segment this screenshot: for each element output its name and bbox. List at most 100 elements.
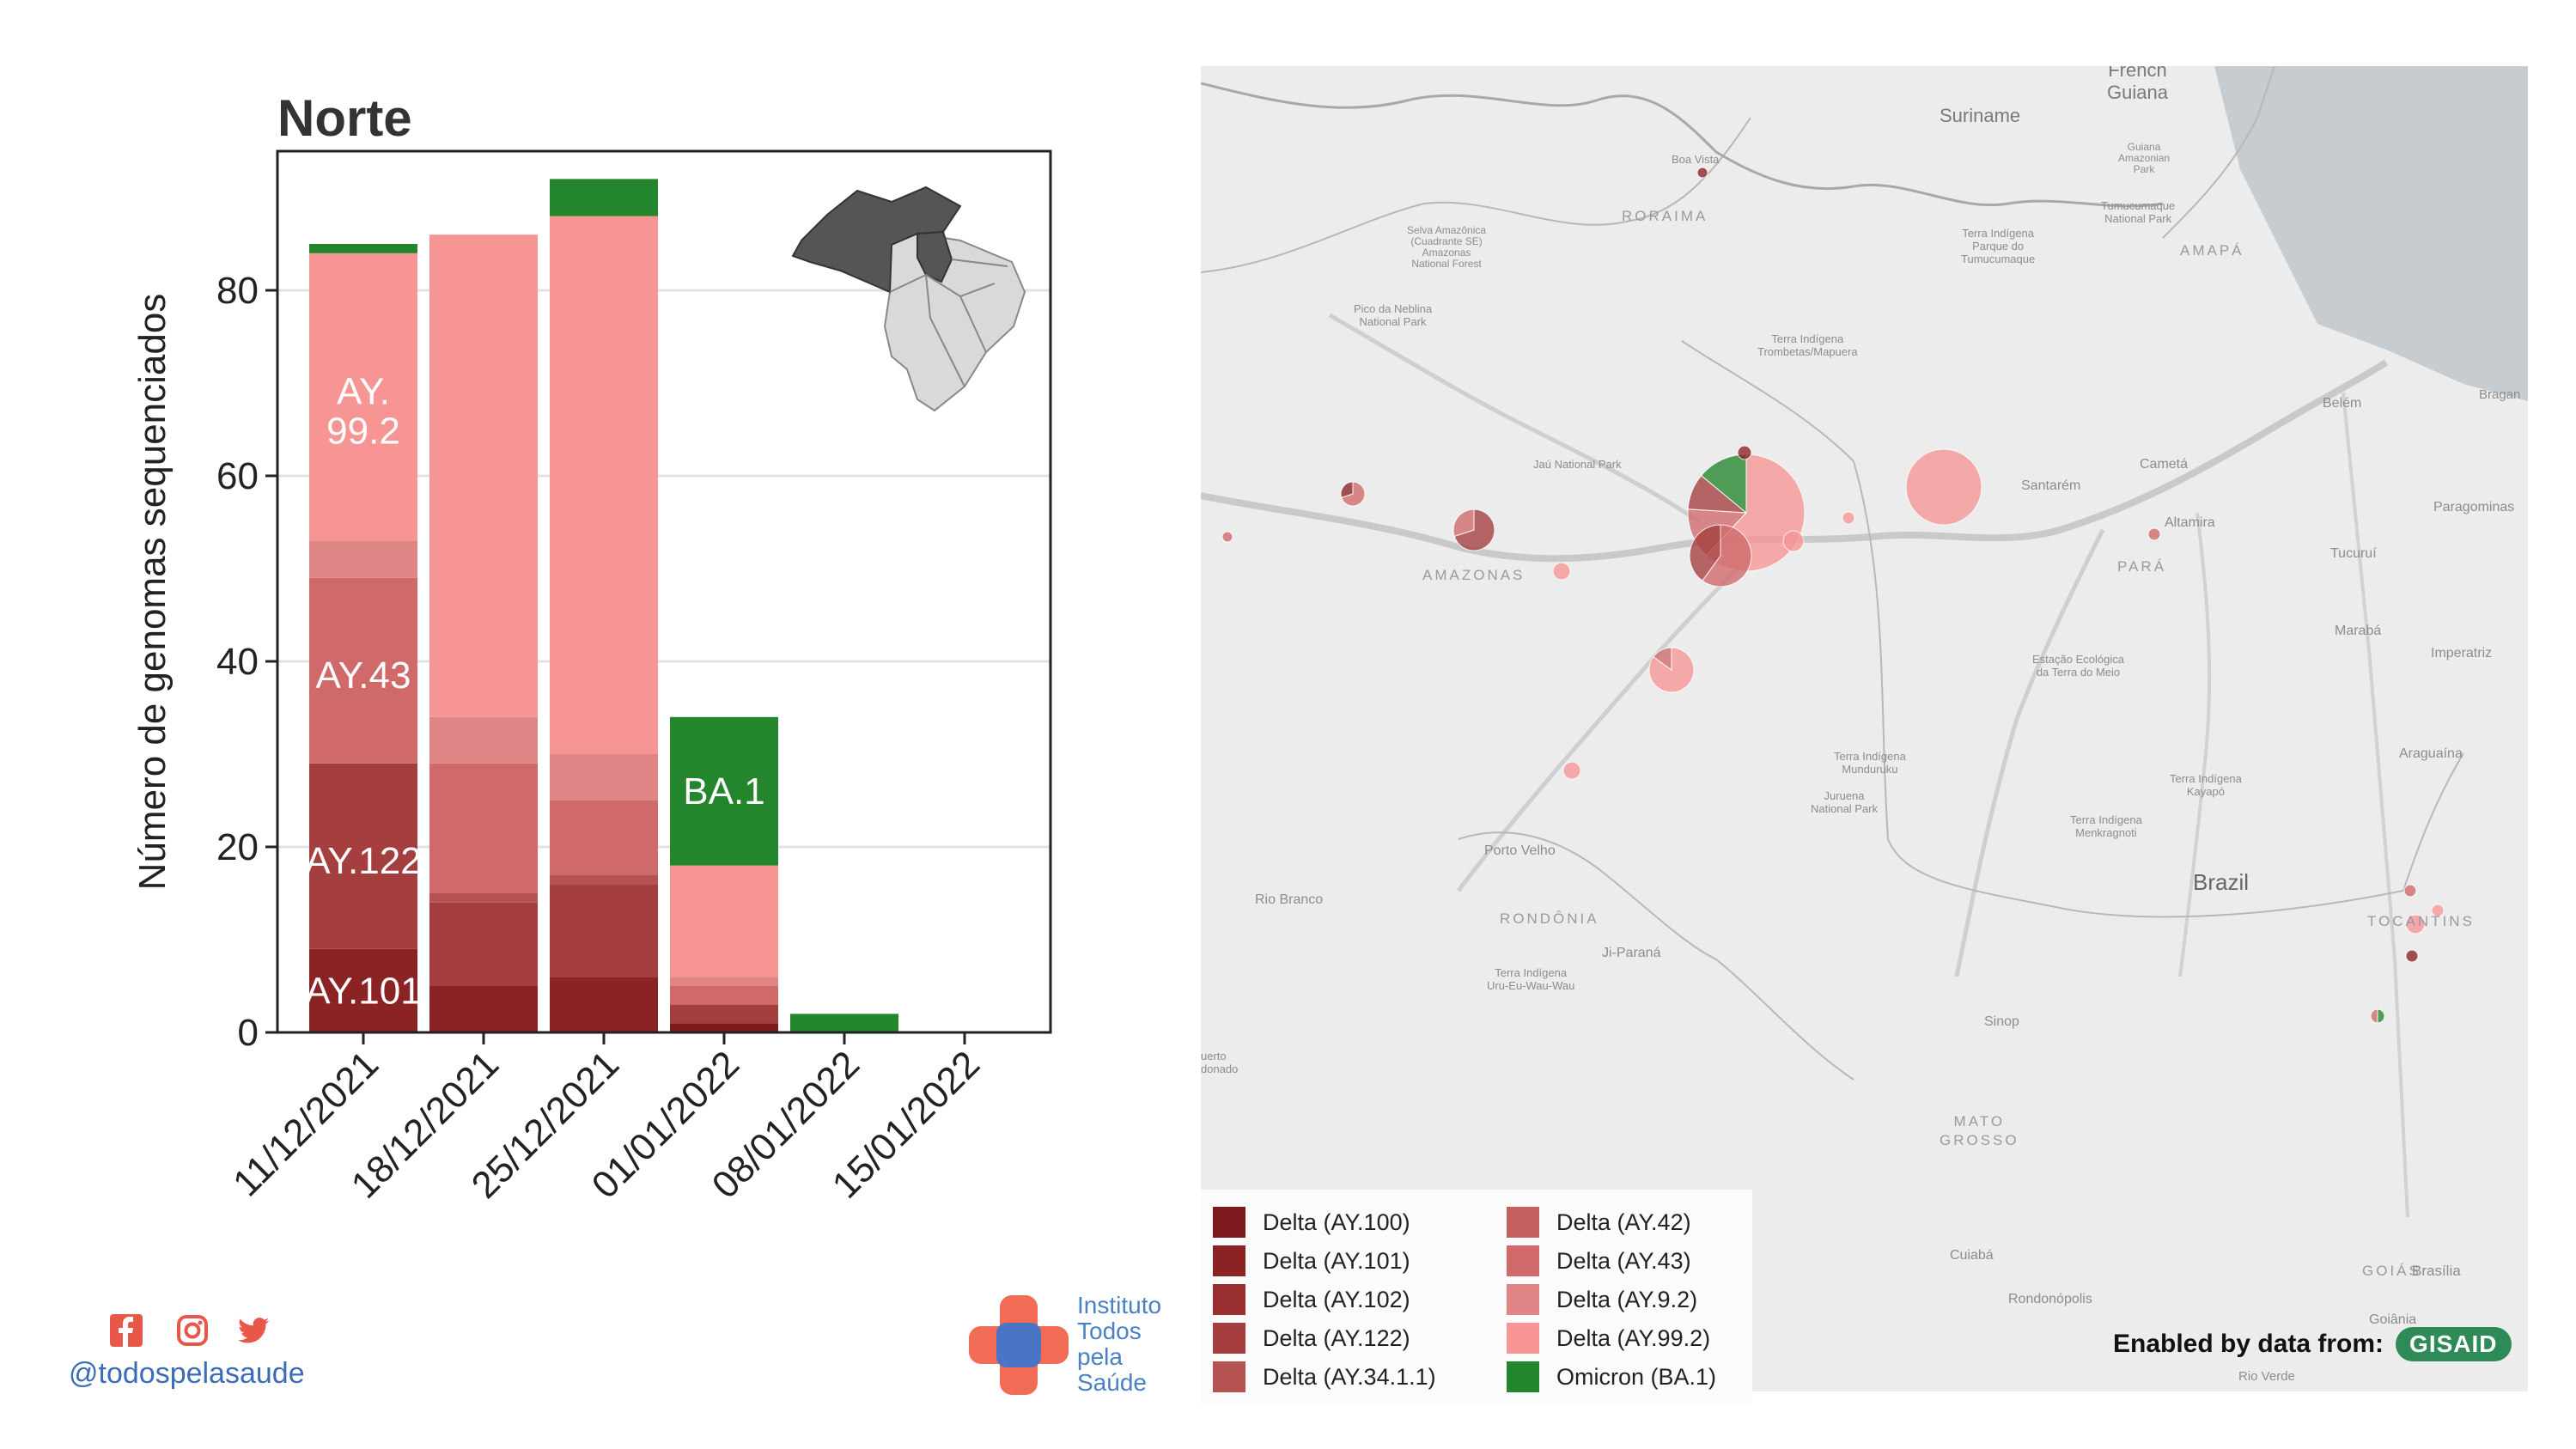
place-label: Brasília (2412, 1263, 2461, 1279)
tocantins-river (2342, 392, 2409, 1218)
bar-segment (670, 1023, 778, 1032)
place-label: Porto Velho (1484, 843, 1556, 858)
plot-frame (276, 149, 1052, 1034)
place-label: Tucuruí (2330, 546, 2377, 561)
place-label: Terra Indígena Uru-Eu-Wau-Wau (1487, 966, 1575, 992)
sample-marker[interactable] (1905, 448, 1982, 526)
place-label: Ji-Paraná (1602, 946, 1661, 960)
legend-label: Delta (AY.9.2) (1556, 1286, 1698, 1312)
sample-marker[interactable] (2405, 949, 2419, 963)
sample-marker[interactable] (1221, 531, 1233, 543)
y-axis-ticks: 0 20 40 60 80 (216, 270, 277, 1054)
marker-slice (1221, 531, 1233, 543)
place-label: RONDÔNIA (1500, 910, 1599, 927)
facebook-icon[interactable] (110, 1314, 143, 1347)
amazon-river (1201, 359, 2389, 563)
place-label: AMAZONAS (1422, 567, 1526, 583)
bar-annotation: AY.122 (305, 840, 421, 882)
sample-marker[interactable] (2403, 884, 2417, 898)
bar-segment (550, 754, 658, 801)
place-label: AMAPÁ (2180, 242, 2244, 259)
bar-segment (550, 977, 658, 1032)
legend-swatch (1213, 1245, 1245, 1276)
sample-marker[interactable] (2147, 527, 2161, 541)
bars (309, 179, 898, 1032)
place-label: Brazil (2193, 869, 2250, 895)
y-tick-label: 40 (216, 641, 259, 683)
twitter-icon[interactable] (238, 1314, 271, 1347)
place-label: Cametá (2140, 457, 2189, 472)
legend-label: Delta (AY.102) (1263, 1286, 1410, 1312)
marker-slice (1689, 524, 1721, 581)
legend-swatch (1213, 1323, 1245, 1354)
bar-annotation: AY.43 (316, 654, 411, 697)
place-label: Paragominas (2433, 500, 2515, 514)
bar-annotation: AY. 99.2 (326, 370, 400, 452)
bar-segment (429, 986, 538, 1032)
sample-marker[interactable] (1737, 445, 1752, 460)
marker-slice (1340, 481, 1354, 498)
sample-marker[interactable] (1452, 508, 1495, 551)
bar-annotation: BA.1 (683, 770, 764, 813)
gisaid-logo[interactable]: GISAID (2396, 1327, 2512, 1361)
variant-map[interactable]: French Guiana Suriname Boa Vista RORAIMA… (1201, 66, 2528, 1391)
sample-marker[interactable] (1689, 524, 1752, 588)
stacked-bar-chart: Norte AY. 99.2 AY.43 AY.122 AY.101 BA.1 0 20 40… (131, 89, 1052, 1207)
sample-marker[interactable] (1782, 530, 1805, 552)
bar-segment (429, 893, 538, 903)
tapajos-river (1954, 528, 2105, 977)
legend-swatch (1507, 1284, 1539, 1315)
place-label: Sinop (1984, 1014, 2019, 1029)
legend-item: Delta (AY.42) (1507, 1205, 1691, 1239)
sample-marker[interactable] (2370, 1008, 2385, 1024)
bar-segment (670, 1004, 778, 1024)
place-label: Santarém (2021, 478, 2081, 493)
marker-slice (2147, 527, 2161, 541)
place-label: PARÁ (2117, 558, 2167, 575)
sample-marker[interactable] (1340, 481, 1366, 507)
place-label: Juruena National Park (1811, 789, 1879, 815)
bar-segment (550, 179, 658, 216)
marker-slice (1552, 562, 1571, 581)
place-label: Bragan (2479, 387, 2521, 402)
marker-slice (1562, 761, 1581, 780)
sample-marker[interactable] (2431, 904, 2445, 917)
marker-slice (1905, 448, 1982, 526)
sample-marker[interactable] (1842, 511, 1855, 525)
legend-item: Delta (AY.99.2) (1507, 1321, 1710, 1355)
sample-marker[interactable] (1562, 761, 1581, 780)
legend-item: Delta (AY.9.2) (1507, 1282, 1697, 1317)
place-label: Goiânia (2369, 1312, 2417, 1327)
bar-segment (309, 763, 417, 949)
legend-item: Delta (AY.102) (1213, 1282, 1410, 1317)
marker-slice (1453, 508, 1495, 551)
sample-marker[interactable] (1696, 167, 1708, 179)
sample-marker[interactable] (2405, 914, 2426, 935)
negro-river (1328, 313, 1701, 524)
its-logo-icon (969, 1295, 1069, 1395)
marker-slice (1452, 508, 1475, 538)
legend-swatch (1507, 1323, 1539, 1354)
legend-swatch (1213, 1207, 1245, 1238)
place-label: French Guiana (2107, 66, 2168, 103)
place-label: Pico da Neblina National Park (1354, 302, 1433, 328)
bar-segment (670, 716, 778, 866)
bar-segment (550, 801, 658, 875)
legend-label: Delta (AY.101) (1263, 1247, 1410, 1274)
place-label: Marabá (2335, 624, 2382, 638)
gisaid-credit: Enabled by data from: GISAID (2113, 1327, 2512, 1361)
bar-segment (309, 948, 417, 1032)
y-tick-label: 0 (238, 1012, 259, 1054)
legend-item: Delta (AY.43) (1507, 1244, 1691, 1278)
social-handle[interactable]: @todospelasaude (69, 1357, 305, 1390)
instagram-icon[interactable] (176, 1314, 209, 1347)
sample-marker[interactable] (1552, 562, 1571, 581)
marker-slice (2405, 914, 2426, 935)
legend-label: Omicron (BA.1) (1556, 1363, 1717, 1390)
bar-segment (670, 986, 778, 1005)
place-label: Rio Branco (1255, 892, 1324, 907)
org-name: Instituto Todos pela Saúde (1077, 1293, 1161, 1396)
sample-marker[interactable] (1648, 647, 1695, 693)
place-label: Jaú National Park (1533, 458, 1622, 471)
org-name-line: Instituto (1077, 1292, 1162, 1318)
